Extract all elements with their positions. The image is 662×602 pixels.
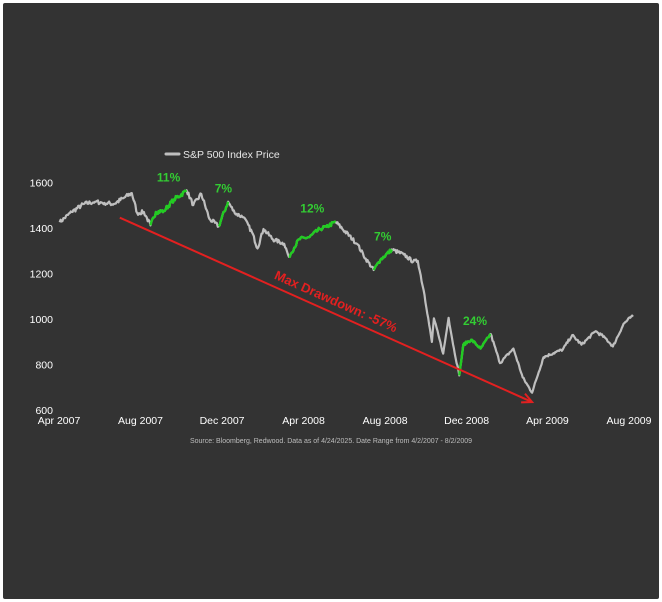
x-tick-label: Aug 2007 [118, 415, 163, 427]
series-layer [58, 189, 634, 394]
chart-panel: 600 800 1000 1200 1400 1600 Apr 2007 Aug 2007 D… [3, 3, 659, 599]
drawdown-label: Max Drawdown: -57% [272, 267, 400, 335]
rally-segment [372, 248, 393, 271]
rally-segment [458, 333, 492, 376]
x-tick-label: Aug 2008 [363, 415, 408, 427]
source-note: Source: Bloomberg, Redwood. Data as of 4… [190, 438, 472, 445]
rally-label: 12% [300, 202, 324, 216]
rally-label: 7% [374, 230, 392, 244]
y-tick-label: 800 [35, 359, 53, 371]
x-axis-ticks: Apr 2007 Aug 2007 Dec 2007 Apr 2008 Aug 2008… [38, 415, 652, 427]
legend: S&P 500 Index Price [164, 149, 280, 161]
x-tick-label: Apr 2007 [38, 415, 81, 427]
x-tick-label: Apr 2009 [526, 415, 569, 427]
rally-segment [149, 189, 188, 226]
x-tick-label: Aug 2009 [607, 415, 652, 427]
rally-label: 24% [463, 314, 487, 328]
sp500-price-line [58, 189, 634, 394]
rally-segment [217, 201, 230, 228]
x-tick-label: Dec 2008 [444, 415, 489, 427]
drawdown-annotation: Max Drawdown: -57% [119, 216, 535, 404]
legend-label: S&P 500 Index Price [183, 149, 280, 161]
sp500-line-chart: 600 800 1000 1200 1400 1600 Apr 2007 Aug 2007 D… [30, 149, 652, 445]
rally-labels: 11% 7% 12% 7% 24% [157, 170, 487, 328]
drawdown-arrow-line [119, 216, 533, 403]
rally-segment [288, 220, 337, 258]
y-tick-label: 1000 [30, 314, 54, 326]
y-axis-ticks: 600 800 1000 1200 1400 1600 [30, 177, 54, 417]
drawdown-arrow-head [521, 392, 535, 404]
y-tick-label: 1400 [30, 223, 54, 235]
y-tick-label: 1200 [30, 268, 54, 280]
y-tick-label: 600 [35, 405, 53, 417]
x-tick-label: Dec 2007 [200, 415, 245, 427]
rally-label: 11% [157, 170, 181, 184]
rally-label: 7% [215, 182, 233, 196]
rally-layer [149, 189, 492, 376]
y-tick-label: 1600 [30, 177, 54, 189]
x-tick-label: Apr 2008 [282, 415, 325, 427]
